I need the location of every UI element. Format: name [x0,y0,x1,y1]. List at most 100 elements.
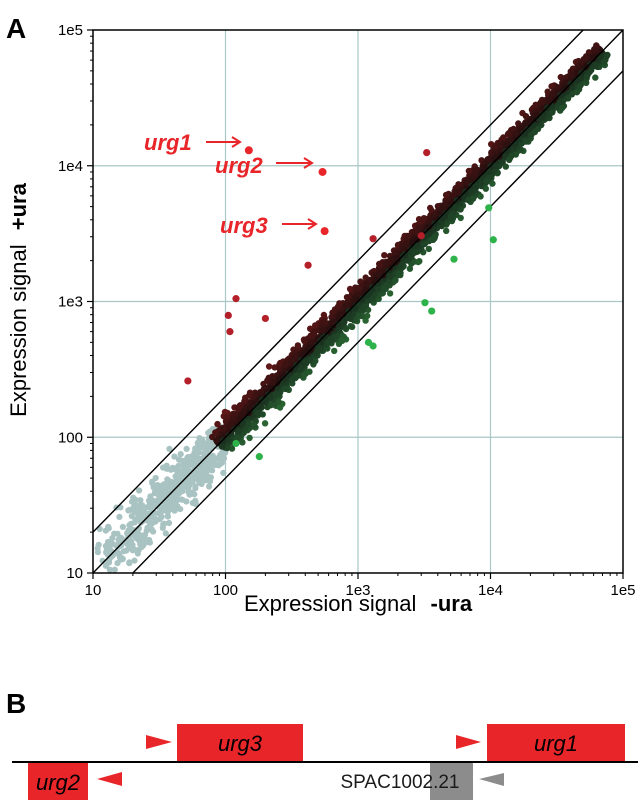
low-signal-point [177,506,184,513]
outlier-down-point [255,453,263,461]
band-point [224,436,232,444]
band-point [411,249,418,256]
x-tick-label: 10 [85,582,102,599]
gene-box-urg1 [487,724,625,761]
highlighted-point-urg3 [320,227,329,236]
low-signal-point [111,550,118,557]
band-point [230,416,237,423]
low-signal-point [106,566,113,573]
low-signal-point [114,560,121,567]
band-point [485,168,493,176]
band-point [363,281,371,288]
band-point [485,155,493,163]
outlier-down-point [421,299,429,307]
reference-line-1 [92,29,624,574]
band-point [448,213,455,220]
band-point [219,442,226,449]
band-point [443,227,450,235]
band-point [593,42,600,49]
urg1-promoter-arrow [456,735,481,749]
band-point [375,286,382,293]
gene-label-spac1002-21: SPAC1002.21 [340,772,459,793]
band-point [506,136,514,143]
x-tick-label: 1e5 [610,582,635,599]
low-signal-point [152,474,159,482]
band-point [311,329,318,336]
band-point [573,89,581,96]
band-point [346,311,353,319]
x-axis-label-main: Expression signal [244,591,416,616]
low-signal-point [173,492,180,499]
band-point [386,290,394,297]
low-signal-point [183,445,190,452]
band-point [276,404,284,411]
band-point [356,312,363,320]
low-signal-point [135,546,142,553]
low-signal-point [144,524,151,531]
band-point [568,71,575,78]
low-signal-point [205,453,212,460]
low-signal-point [126,560,133,567]
low-signal-point [205,475,212,482]
low-signal-point [160,521,167,528]
band-point [603,53,610,60]
low-signal-point [188,454,195,461]
band-point [428,236,436,243]
band-point [213,437,220,444]
band-point [327,336,334,343]
low-signal-point [126,522,133,529]
low-signal-point [166,445,173,452]
gene-label-urg2: urg2 [36,770,80,795]
band-point [346,285,354,293]
band-point [250,421,258,428]
band-point [522,138,529,145]
low-signal-point [160,504,168,511]
low-signal-point [180,463,187,470]
outlier-up-point [232,295,240,303]
urg2-direction-arrow [97,772,122,786]
band-point [343,302,350,309]
outlier-down-point [450,255,458,263]
y-axis-label-bold: +ura [6,182,31,230]
low-signal-point [118,539,125,546]
band-point [257,390,265,397]
band-point [376,271,383,278]
band-point [426,223,433,230]
band-point [392,277,399,284]
band-point [483,177,490,185]
band-point [334,303,342,310]
band-point [227,421,234,428]
band-point [364,297,371,304]
low-signal-point [165,519,173,527]
band-point [504,130,512,138]
band-point [502,163,509,170]
outlier-down-point [428,307,436,315]
low-signal-point [185,489,192,496]
band-point [510,125,517,133]
annotation-urg3: urg3 [220,213,268,238]
band-point [320,311,328,319]
low-signal-point [198,480,205,487]
band-point [264,377,271,384]
band-point [557,91,564,99]
band-point [282,361,289,369]
low-signal-point [211,455,218,462]
band-point [254,409,261,417]
band-point [276,365,283,373]
low-signal-point [187,478,194,485]
y-axis-label: Expression signal +ura [6,182,31,416]
band-point [273,390,280,398]
low-signal-point [163,462,170,469]
band-point [590,55,597,62]
low-signal-point [136,487,143,494]
band-point [489,180,496,187]
band-point [472,183,479,190]
panel-b-label: B [6,688,26,719]
band-point [425,245,432,253]
low-signal-point [132,496,139,503]
band-point [431,211,438,218]
band-point [239,421,246,428]
low-signal-point [130,504,137,511]
low-signal-point [185,460,192,467]
